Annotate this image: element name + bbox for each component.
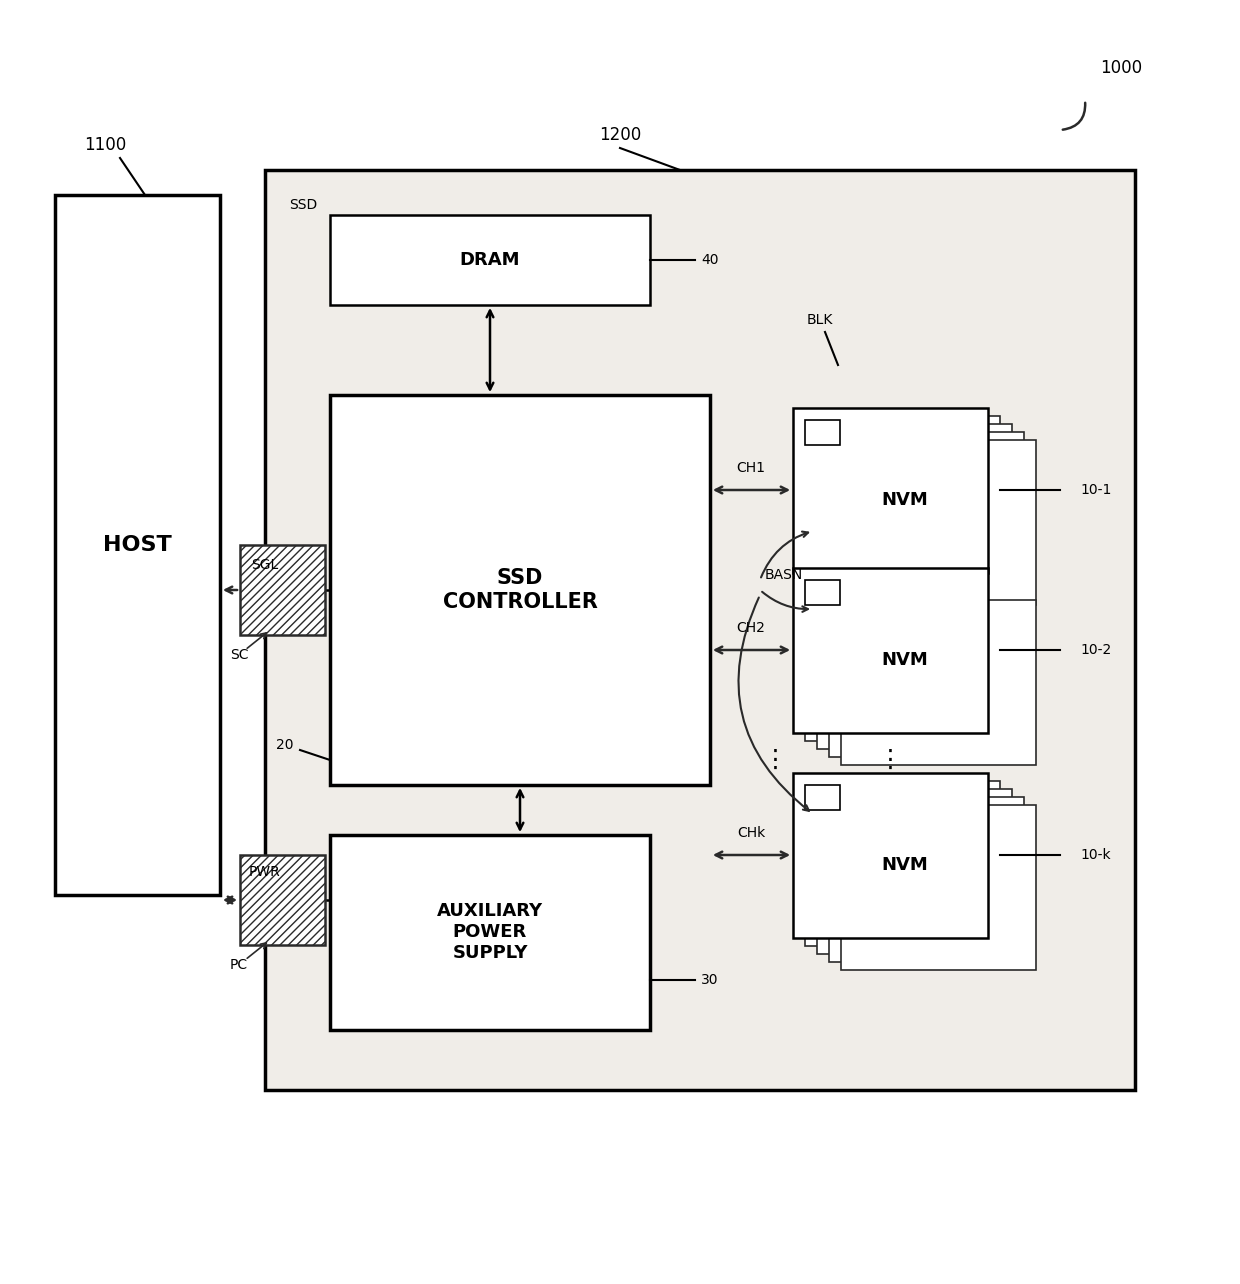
Text: PWR: PWR — [249, 865, 281, 880]
Bar — [330, 395, 711, 785]
Bar — [330, 835, 650, 1030]
Bar — [805, 577, 999, 741]
Text: CHk: CHk — [737, 826, 765, 840]
Bar — [794, 408, 988, 573]
Text: 10-1: 10-1 — [1080, 483, 1111, 497]
Text: 1000: 1000 — [1100, 59, 1142, 77]
Bar — [330, 214, 650, 306]
Text: 40: 40 — [702, 253, 719, 267]
Bar — [794, 568, 988, 733]
Bar — [55, 195, 219, 895]
Text: BLK: BLK — [807, 313, 833, 327]
Text: HOST: HOST — [103, 535, 171, 555]
Text: 30: 30 — [702, 973, 719, 987]
Text: DRAM: DRAM — [460, 250, 521, 270]
Bar — [794, 773, 988, 939]
Text: NVM: NVM — [882, 651, 929, 669]
Bar — [805, 580, 839, 605]
Text: NVM: NVM — [882, 490, 929, 508]
Text: SSD: SSD — [289, 198, 317, 212]
Bar — [817, 788, 1012, 954]
Bar — [805, 416, 999, 580]
Bar — [817, 584, 1012, 749]
Text: ⋮: ⋮ — [763, 749, 787, 772]
Bar — [830, 431, 1024, 597]
Text: SSD
CONTROLLER: SSD CONTROLLER — [443, 569, 598, 611]
Text: NVM: NVM — [882, 856, 929, 874]
Text: 1200: 1200 — [599, 126, 641, 144]
Text: SGL: SGL — [252, 559, 279, 571]
Text: 10-2: 10-2 — [1080, 643, 1111, 657]
Text: PC: PC — [229, 958, 248, 972]
Bar — [830, 592, 1024, 758]
Bar — [805, 781, 999, 946]
Text: 20: 20 — [277, 738, 294, 752]
Text: SC: SC — [229, 648, 248, 663]
Bar — [841, 600, 1035, 765]
Text: ⋮: ⋮ — [878, 749, 903, 772]
Bar — [841, 805, 1035, 969]
Bar — [805, 420, 839, 446]
Bar — [830, 797, 1024, 962]
Text: AUXILIARY
POWER
SUPPLY: AUXILIARY POWER SUPPLY — [436, 903, 543, 962]
Text: 10-k: 10-k — [1080, 847, 1111, 862]
Bar — [805, 785, 839, 810]
Text: 1100: 1100 — [84, 136, 126, 154]
Bar — [817, 424, 1012, 589]
Text: CH2: CH2 — [737, 621, 765, 636]
Bar — [841, 440, 1035, 605]
Text: CH1: CH1 — [737, 461, 765, 475]
Bar — [265, 169, 1135, 1090]
Bar — [241, 855, 325, 945]
Text: BASN: BASN — [765, 568, 804, 582]
Bar — [241, 544, 325, 636]
